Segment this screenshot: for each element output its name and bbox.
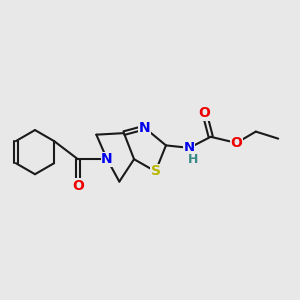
Text: N: N (139, 121, 150, 135)
Text: S: S (151, 164, 160, 178)
Text: N: N (184, 141, 195, 154)
Text: H: H (188, 153, 198, 166)
Text: O: O (199, 106, 211, 120)
Text: O: O (231, 136, 242, 150)
Text: O: O (72, 179, 84, 193)
Text: N: N (101, 152, 113, 166)
